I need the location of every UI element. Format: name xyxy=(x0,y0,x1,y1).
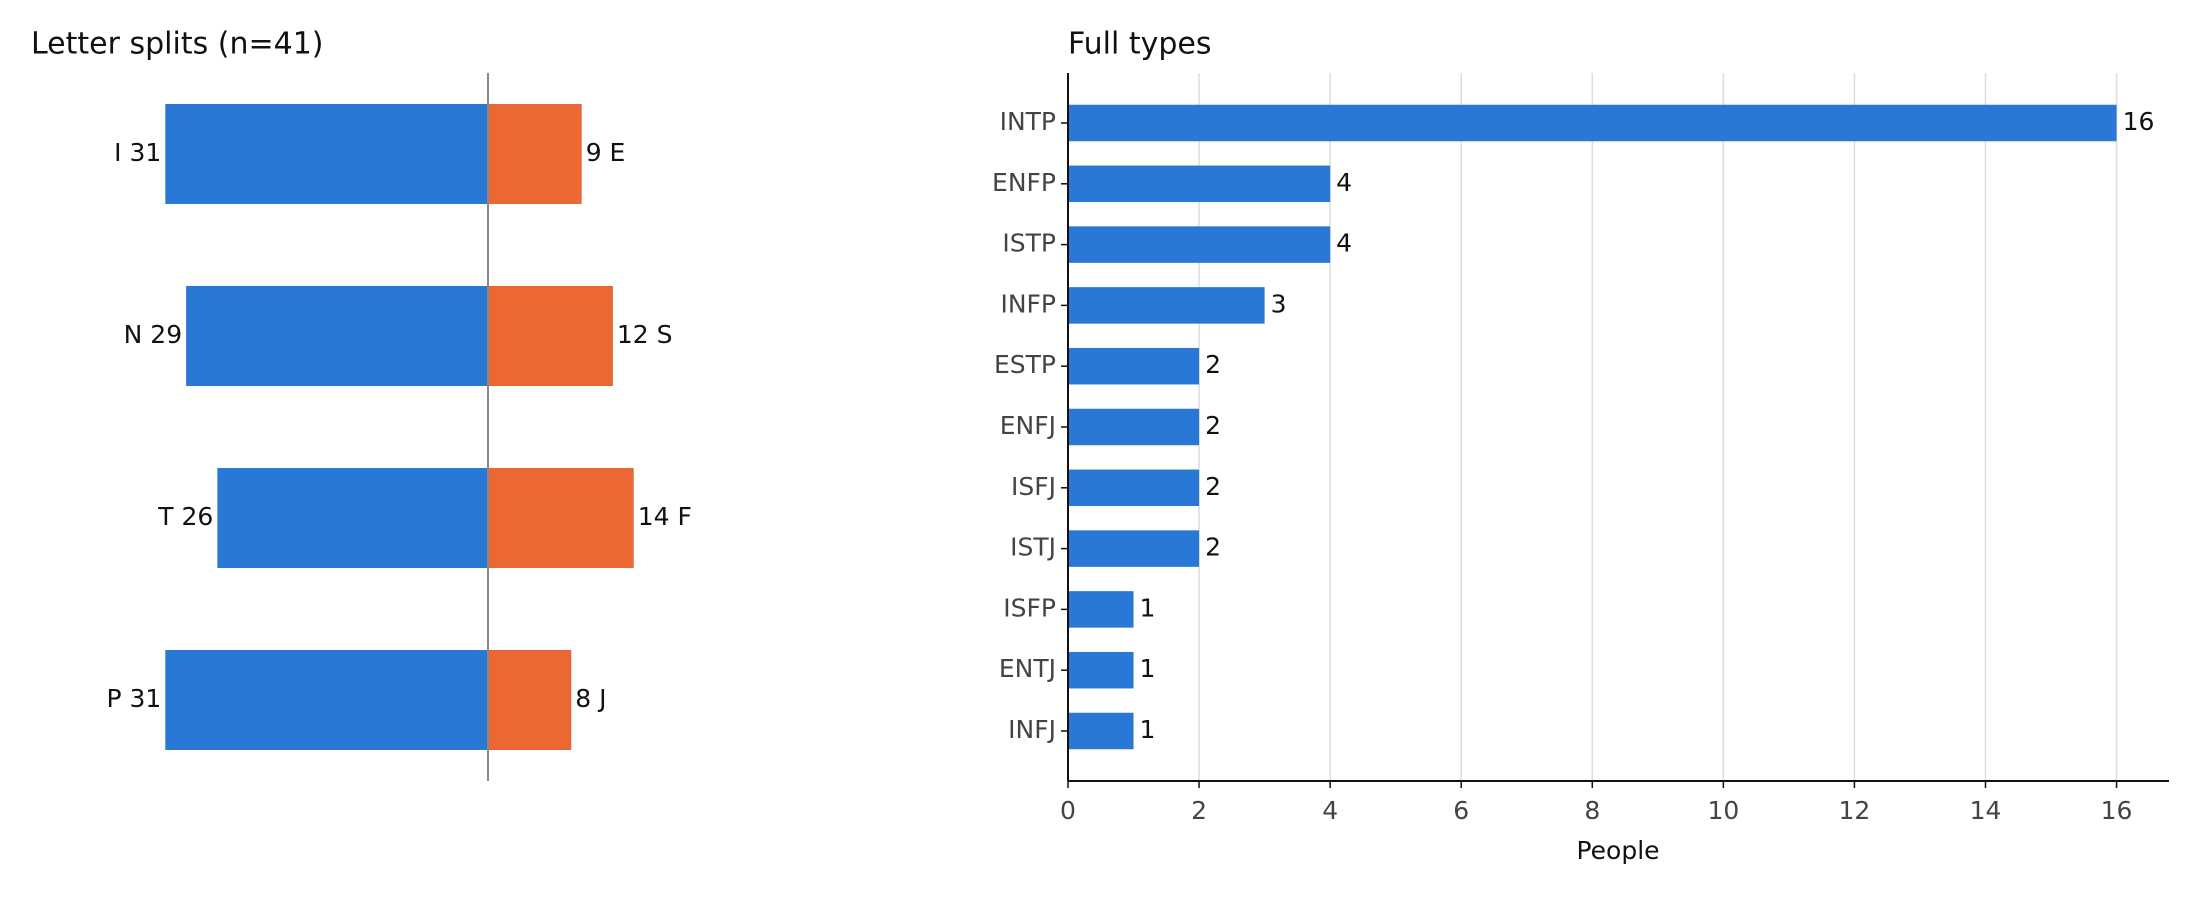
y-tick-label: INTP xyxy=(1000,107,1056,136)
y-tick-label: ISTP xyxy=(1002,229,1056,258)
value-label: 8 J xyxy=(575,684,606,713)
value-label: 9 E xyxy=(586,138,626,167)
bar xyxy=(165,650,489,750)
bar xyxy=(1068,226,1331,263)
value-label: 4 xyxy=(1336,168,1352,197)
bar xyxy=(1068,530,1200,567)
bar xyxy=(488,650,572,750)
chart-title: Letter splits (n=41) xyxy=(31,27,324,62)
y-tick-label: ISFP xyxy=(1003,593,1056,622)
x-tick-label: 12 xyxy=(1839,796,1871,825)
x-tick-label: 16 xyxy=(2101,796,2133,825)
y-tick-label: ENTJ xyxy=(999,654,1056,683)
y-tick-label: ENFJ xyxy=(1000,411,1056,440)
bar xyxy=(488,104,582,204)
value-label: 16 xyxy=(2123,107,2155,136)
bar xyxy=(1068,469,1200,507)
bar xyxy=(1068,287,1265,324)
bar xyxy=(1068,347,1200,385)
bar xyxy=(1068,591,1134,628)
x-tick-label: 10 xyxy=(1707,796,1739,825)
chart-title: Full types xyxy=(1068,27,1211,62)
y-tick-label: INFJ xyxy=(1008,715,1056,744)
value-label: 2 xyxy=(1205,350,1221,379)
x-axis-label: People xyxy=(1576,836,1659,865)
value-label: 2 xyxy=(1205,533,1221,562)
bar xyxy=(165,104,489,204)
bar xyxy=(488,286,613,386)
value-label: 1 xyxy=(1140,715,1156,744)
bar xyxy=(1068,165,1331,203)
y-tick-label: INFP xyxy=(1000,289,1056,318)
x-tick-label: 8 xyxy=(1584,796,1600,825)
x-tick-label: 2 xyxy=(1191,796,1207,825)
x-tick-label: 6 xyxy=(1453,796,1469,825)
y-tick-label: ENFP xyxy=(992,168,1056,197)
value-label: N 29 xyxy=(124,320,182,349)
y-tick-label: ISFJ xyxy=(1011,472,1056,501)
bar xyxy=(217,468,488,568)
y-tick-label: ESTP xyxy=(994,350,1056,379)
value-label: T 26 xyxy=(157,502,213,531)
bar xyxy=(1068,104,2117,142)
x-tick-label: 4 xyxy=(1322,796,1338,825)
value-label: 1 xyxy=(1140,654,1156,683)
x-tick-label: 0 xyxy=(1060,796,1076,825)
bar xyxy=(186,286,489,386)
value-label: 2 xyxy=(1205,472,1221,501)
bar xyxy=(1068,408,1200,446)
y-tick-label: ISTJ xyxy=(1010,533,1056,562)
bar xyxy=(1068,651,1134,689)
value-label: 4 xyxy=(1336,229,1352,258)
value-label: P 31 xyxy=(106,684,161,713)
bar xyxy=(488,468,634,568)
value-label: 1 xyxy=(1140,593,1156,622)
value-label: 12 S xyxy=(617,320,673,349)
value-label: 3 xyxy=(1271,289,1287,318)
bar xyxy=(1068,712,1134,750)
value-label: I 31 xyxy=(114,138,161,167)
value-label: 14 F xyxy=(638,502,692,531)
x-tick-label: 14 xyxy=(1970,796,2002,825)
value-label: 2 xyxy=(1205,411,1221,440)
